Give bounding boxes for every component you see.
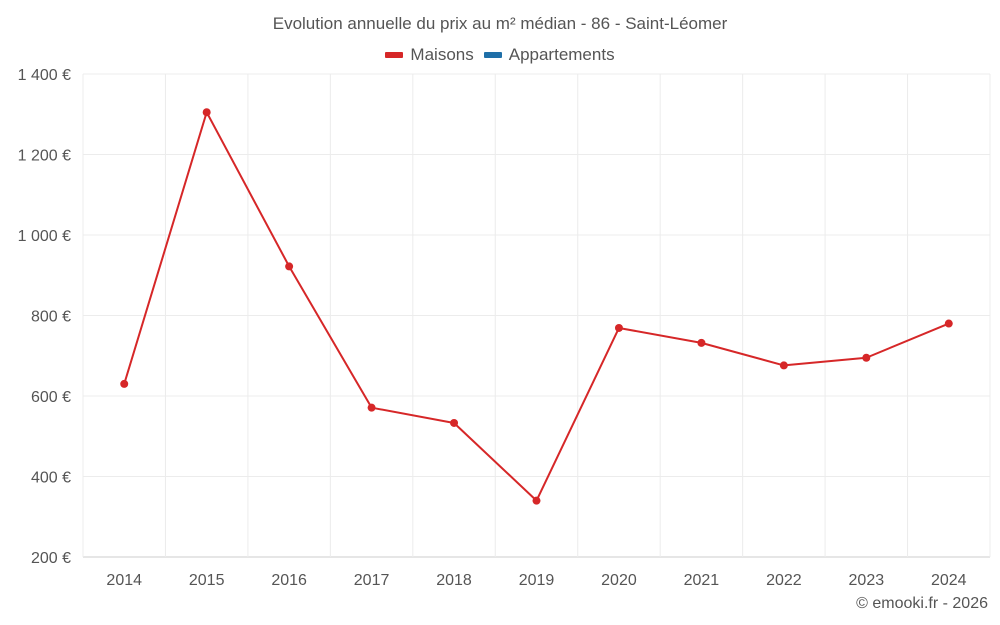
legend-label-appartements: Appartements: [508, 45, 615, 64]
x-tick-label: 2015: [189, 572, 225, 589]
y-tick-label: 800 €: [31, 309, 71, 326]
y-tick-label: 1 200 €: [18, 148, 71, 165]
data-point: [779, 361, 788, 370]
legend-item-appartements[interactable]: Appartements: [483, 45, 615, 65]
data-point: [532, 496, 541, 505]
x-tick-label: 2023: [849, 572, 885, 589]
x-tick-label: 2020: [601, 572, 637, 589]
y-tick-label: 1 400 €: [18, 67, 71, 84]
data-point: [202, 108, 211, 117]
x-tick-label: 2021: [684, 572, 720, 589]
x-tick-label: 2016: [271, 572, 307, 589]
legend-item-maisons[interactable]: Maisons: [385, 45, 474, 65]
x-tick-label: 2018: [436, 572, 472, 589]
y-tick-label: 200 €: [31, 550, 71, 567]
data-point: [944, 319, 953, 328]
credit-text: © emooki.fr - 2026: [856, 595, 988, 612]
y-tick-label: 1 000 €: [18, 228, 71, 245]
chart-title: Evolution annuelle du prix au m² médian …: [272, 14, 728, 33]
data-point: [450, 418, 459, 427]
data-point: [614, 323, 623, 332]
x-tick-label: 2019: [519, 572, 555, 589]
y-tick-label: 400 €: [31, 470, 71, 487]
legend: Maisons Appartements: [0, 45, 1000, 65]
x-tick-label: 2014: [106, 572, 142, 589]
data-point: [697, 338, 706, 347]
legend-swatch-appartements: [483, 52, 502, 58]
y-tick-label: 600 €: [31, 389, 71, 406]
legend-label-maisons: Maisons: [410, 45, 474, 64]
x-tick-label: 2024: [931, 572, 967, 589]
data-point: [367, 403, 376, 412]
data-point: [862, 353, 871, 362]
x-tick-label: 2022: [766, 572, 802, 589]
legend-swatch-maisons: [385, 52, 404, 58]
data-point: [120, 379, 129, 388]
data-point: [285, 262, 294, 271]
x-tick-label: 2017: [354, 572, 390, 589]
